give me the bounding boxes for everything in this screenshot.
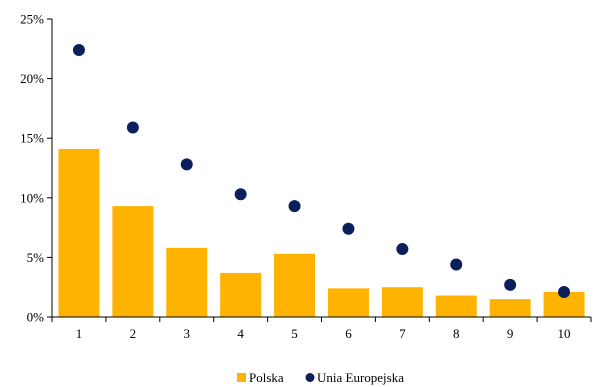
point-ue-3 (180, 158, 193, 171)
bar-polska-9 (489, 299, 531, 317)
legend: Polska Unia Europejska (237, 370, 404, 385)
point-ue-5 (288, 200, 301, 213)
point-ue-2 (126, 121, 139, 134)
point-ue-8 (450, 258, 463, 271)
point-ue-4 (234, 188, 247, 201)
bar-polska-7 (381, 287, 423, 317)
x-tick-label: 10 (558, 326, 571, 341)
bar-polska-5 (274, 253, 316, 317)
bar-polska-4 (220, 272, 262, 317)
x-tick-label: 1 (76, 326, 83, 341)
x-tick-label: 6 (345, 326, 352, 341)
bar-polska-3 (166, 247, 208, 317)
legend-label-ue: Unia Europejska (317, 370, 404, 385)
y-tick-label: 0% (27, 310, 45, 325)
x-tick-label: 9 (507, 326, 514, 341)
y-tick-label: 20% (20, 71, 44, 86)
legend-marker-ue (305, 373, 315, 382)
x-tick-label: 7 (399, 326, 406, 341)
x-tick-label: 3 (184, 326, 191, 341)
bar-polska-8 (435, 295, 477, 317)
x-tick-label: 4 (237, 326, 244, 341)
plot-area: 0% 5% 10% 15% 20% 25% 1 2 3 4 5 6 7 8 9 10 (20, 12, 592, 341)
point-ue-9 (504, 278, 517, 291)
x-tick-label: 2 (130, 326, 137, 341)
point-ue-10 (558, 285, 571, 298)
point-ue-1 (72, 43, 85, 56)
x-tick-label: 5 (291, 326, 298, 341)
bar-polska-6 (327, 288, 369, 317)
legend-swatch-polska (237, 373, 246, 382)
y-tick-label: 10% (20, 190, 44, 205)
x-tick-label: 8 (453, 326, 460, 341)
legend-label-polska: Polska (249, 370, 284, 385)
point-ue-7 (396, 243, 409, 256)
point-ue-6 (342, 222, 355, 235)
bar-polska-1 (58, 148, 100, 317)
bar-polska-2 (112, 206, 154, 317)
y-tick-label: 15% (20, 131, 44, 146)
y-tick-label: 5% (27, 250, 45, 265)
y-tick-label: 25% (20, 12, 44, 27)
